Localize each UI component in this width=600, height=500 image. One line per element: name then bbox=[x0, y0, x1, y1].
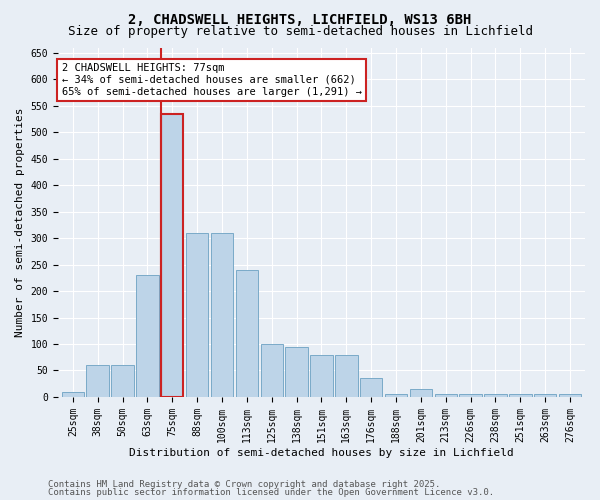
Text: Size of property relative to semi-detached houses in Lichfield: Size of property relative to semi-detach… bbox=[67, 25, 533, 38]
Bar bbox=[62, 392, 84, 397]
Bar bbox=[460, 394, 482, 397]
Y-axis label: Number of semi-detached properties: Number of semi-detached properties bbox=[15, 108, 25, 337]
Bar bbox=[236, 270, 258, 397]
Bar bbox=[360, 378, 382, 397]
Bar bbox=[161, 114, 184, 397]
Bar bbox=[509, 394, 532, 397]
Text: 2, CHADSWELL HEIGHTS, LICHFIELD, WS13 6BH: 2, CHADSWELL HEIGHTS, LICHFIELD, WS13 6B… bbox=[128, 12, 472, 26]
Bar bbox=[410, 389, 432, 397]
Text: Contains public sector information licensed under the Open Government Licence v3: Contains public sector information licen… bbox=[48, 488, 494, 497]
Bar bbox=[86, 365, 109, 397]
Bar bbox=[434, 394, 457, 397]
Bar bbox=[186, 233, 208, 397]
Text: 2 CHADSWELL HEIGHTS: 77sqm
← 34% of semi-detached houses are smaller (662)
65% o: 2 CHADSWELL HEIGHTS: 77sqm ← 34% of semi… bbox=[62, 64, 362, 96]
Bar bbox=[211, 233, 233, 397]
X-axis label: Distribution of semi-detached houses by size in Lichfield: Distribution of semi-detached houses by … bbox=[129, 448, 514, 458]
Bar bbox=[136, 275, 158, 397]
Bar bbox=[112, 365, 134, 397]
Bar bbox=[385, 394, 407, 397]
Bar bbox=[310, 354, 332, 397]
Text: Contains HM Land Registry data © Crown copyright and database right 2025.: Contains HM Land Registry data © Crown c… bbox=[48, 480, 440, 489]
Bar bbox=[335, 354, 358, 397]
Bar bbox=[559, 394, 581, 397]
Bar bbox=[286, 346, 308, 397]
Bar bbox=[161, 114, 184, 397]
Bar bbox=[534, 394, 556, 397]
Bar bbox=[260, 344, 283, 397]
Bar bbox=[484, 394, 506, 397]
